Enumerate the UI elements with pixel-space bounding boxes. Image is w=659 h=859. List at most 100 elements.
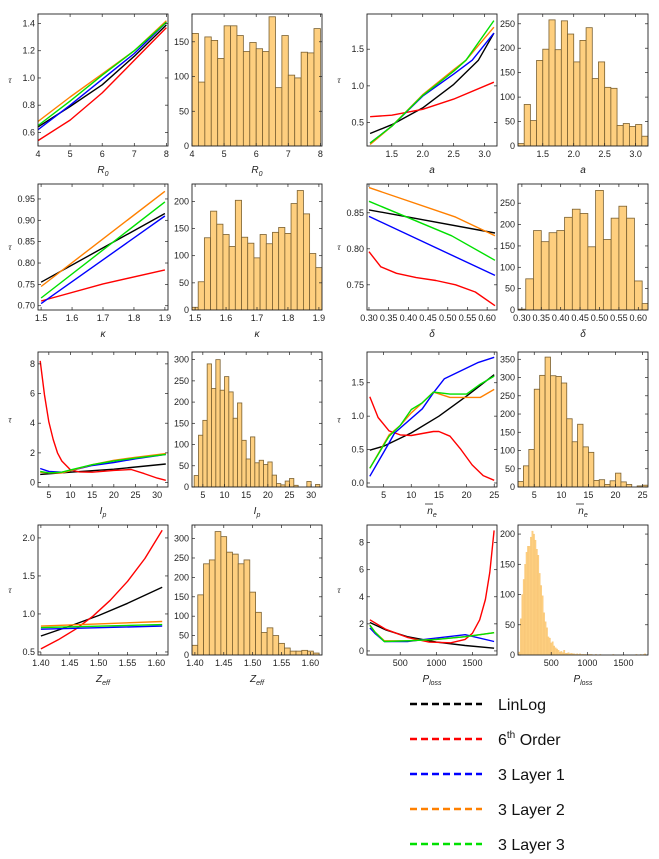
histogram-bar [577,423,584,487]
x-tick-label: 5 [46,490,51,500]
series-line-3-layer-3 [40,623,163,629]
x-tick-label: 10 [65,490,75,500]
histogram-bar [237,563,245,655]
x-axis-label: δ [580,329,586,340]
x-tick-label: 3.0 [478,149,491,159]
x-tick-label: 10 [406,490,416,500]
histogram-bar [241,439,247,487]
series-line-3-layer-2 [40,190,166,288]
x-tick-label: 500 [393,658,408,668]
y-tick-label: 0 [510,482,515,492]
x-axis-label: κ [255,329,261,340]
bars [192,531,320,655]
x-axis-label: Ip [100,506,107,519]
x-tick-label: 1.8 [282,313,295,323]
series-line-3-layer-3 [369,375,495,469]
y-tick-label: 1.0 [22,609,35,619]
x-tick-label: 2.0 [416,149,429,159]
x-axis-label: Ploss [573,674,593,687]
histogram-bar [300,51,308,146]
y-tick-label: 300 [500,373,515,383]
legend-label: 6th Order [498,730,561,749]
y-tick-label: 1.2 [22,46,35,56]
histogram-bar [202,419,208,487]
series-line-6th-order [38,27,167,142]
y-tick-label: 300 [174,534,189,544]
histogram-bar [232,553,239,655]
series-line-3-layer-1 [368,215,496,277]
histogram-bar [641,303,648,310]
y-tick-label: 1.5 [351,44,364,54]
histogram-bar [625,484,633,487]
legend-item: LinLog [410,697,546,714]
histogram-bar [525,278,534,310]
histogram-bar [527,546,529,655]
x-tick-label: 1500 [462,658,482,668]
x-tick-label: 7 [286,149,291,159]
histogram-bar [228,246,236,310]
histogram-bar [602,239,612,310]
histogram-bar [548,232,558,310]
histogram-bar [634,280,643,310]
x-tick-label: 0.35 [380,313,398,323]
y-tick-label: 0.5 [351,118,364,128]
x-tick-label: 0.45 [571,313,589,323]
histogram-bar [249,591,256,655]
histogram-bar [295,650,303,655]
histogram-bar [242,51,251,146]
histogram-bar [284,480,290,487]
histogram-bar [533,388,541,487]
x-tick-label: 6 [254,149,259,159]
y-tick-label: 2 [359,619,364,629]
histogram-bar [616,125,624,146]
histogram-bar [518,651,521,655]
histogram-bar [262,51,270,146]
series-line-6th-order [369,530,495,644]
x-tick-label: 0.40 [552,313,570,323]
panel-Ploss-hist: 500 1000 1500 0 50 100 150 200 Ploss [500,524,649,687]
histogram-bar [615,472,622,487]
lines [369,356,495,481]
histogram-bar [245,458,251,487]
histogram-bar [598,479,606,487]
x-tick-label: 5 [68,149,73,159]
histogram-bar [620,481,627,487]
y-tick-label: 100 [174,611,189,621]
y-tick-label: 0.90 [17,215,35,225]
x-tick-label: 1.7 [97,313,110,323]
y-tick-label: 4 [30,418,35,428]
y-tick-label: 100 [500,590,515,600]
y-tick-label: 100 [174,72,189,82]
y-tick-label: 200 [174,397,189,407]
histogram-bar [249,42,257,146]
y-tick-label: 1.0 [22,73,35,83]
y-axis-label: τ [8,415,12,425]
histogram-bar [289,650,297,655]
panel-kappa-hist: 1.5 1.6 1.7 1.8 1.9 0 50 100 150 200 κ [174,183,326,340]
histogram-bar [546,627,548,655]
y-axis-label: τ [8,585,12,595]
histogram-bar [554,49,562,146]
x-tick-label: 1.9 [313,313,326,323]
plot-frame [517,13,649,147]
legend-label: LinLog [498,697,546,714]
y-tick-label: 50 [179,461,189,471]
histogram-bar [250,436,256,487]
x-tick-label: 15 [241,490,251,500]
histogram-bar [260,632,268,655]
histogram-bar [289,478,295,487]
x-tick-label: 1.55 [273,658,291,668]
x-tick-label: 20 [610,490,620,500]
histogram-bar [193,475,199,487]
histogram-bar [626,217,635,310]
x-tick-label: 3.0 [629,149,642,159]
x-tick-label: 1.60 [148,658,166,668]
histogram-bar [629,126,637,146]
y-tick-label: 0.8 [22,100,35,110]
legend-label: 3 Layer 2 [498,802,565,819]
histogram-bar [272,635,280,655]
histogram-bar [247,242,255,310]
y-tick-label: 250 [500,198,515,208]
x-axis-label: ne [427,506,437,519]
